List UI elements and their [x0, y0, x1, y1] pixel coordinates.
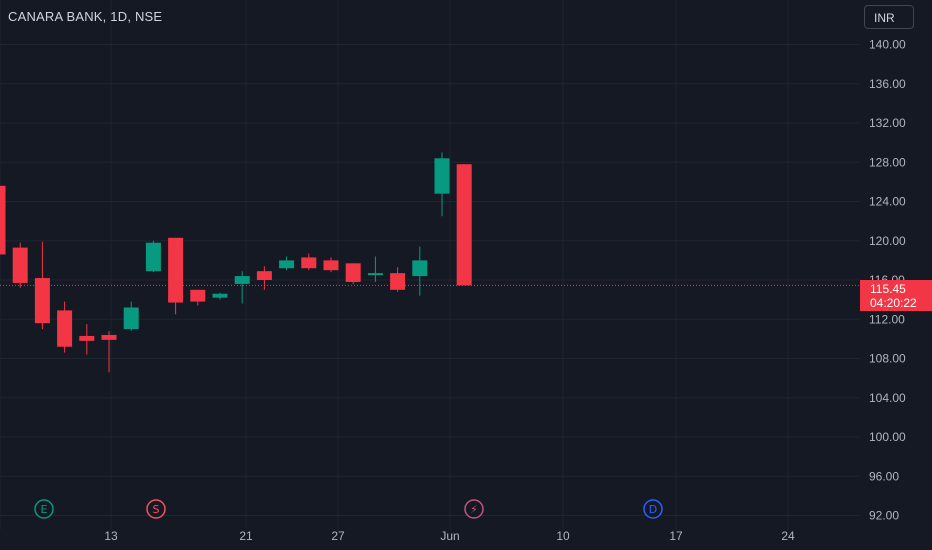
candle-body [412, 260, 428, 277]
y-axis-tick-label: 92.00 [869, 509, 899, 523]
x-axis-tick-label: 24 [781, 529, 795, 543]
candle-body [234, 276, 250, 284]
y-axis-tick-label: 120.00 [869, 234, 906, 248]
y-axis-tick-label: 112.00 [869, 312, 905, 326]
candle-body [34, 278, 50, 324]
y-axis-tick-label: 128.00 [869, 155, 906, 169]
earnings-marker-label: E [41, 503, 48, 516]
candle-body [57, 310, 73, 347]
bar-countdown: 04:20:22 [870, 296, 917, 310]
candle-body [79, 335, 95, 341]
x-axis-tick-label: 27 [331, 529, 345, 543]
x-axis-tick-label: 13 [104, 529, 118, 543]
candle-body [190, 289, 206, 302]
candle-body [434, 158, 450, 194]
candle-body [123, 307, 139, 330]
candle-body [12, 247, 28, 283]
candle-body [279, 260, 295, 269]
split-marker-label: S [153, 503, 160, 516]
y-axis-tick-label: 100.00 [869, 430, 906, 444]
candle-body [168, 237, 184, 303]
chart-title: CANARA BANK, 1D, NSE [8, 9, 163, 24]
split-marker-icon[interactable] [146, 499, 166, 519]
candle-body [212, 293, 228, 298]
x-axis-tick-label: Jun [440, 529, 459, 543]
last-price-value: 115.45 [870, 282, 906, 296]
candle-body [301, 257, 317, 269]
candle-body [390, 273, 406, 290]
earnings-marker-icon[interactable] [34, 499, 54, 519]
candle-body [456, 164, 472, 286]
candle-body [367, 273, 383, 276]
x-axis-tick-label: 17 [669, 529, 683, 543]
news-marker-label: ⚡ [470, 503, 478, 516]
y-axis-tick-label: 140.00 [869, 38, 906, 52]
y-axis-tick-label: 124.00 [869, 195, 906, 209]
candle-body [145, 242, 161, 272]
x-axis-tick-label: 21 [239, 529, 253, 543]
dividend-marker-icon[interactable] [643, 499, 663, 519]
candle-body [101, 334, 117, 340]
dividend-marker-label: D [649, 503, 657, 516]
y-axis-tick-label: 136.00 [869, 77, 906, 91]
news-marker-icon[interactable] [464, 499, 484, 519]
y-axis-tick-label: 104.00 [869, 391, 906, 405]
candle-body [345, 263, 361, 282]
candle-body [323, 260, 339, 271]
candle-body [256, 271, 272, 280]
currency-button[interactable]: INR [864, 5, 914, 29]
y-axis-tick-label: 96.00 [869, 469, 899, 483]
y-axis-tick-label: 108.00 [869, 352, 906, 366]
x-axis-tick-label: 10 [556, 529, 570, 543]
candle-body [0, 185, 6, 255]
y-axis-tick-label: 132.00 [869, 116, 906, 130]
last-price-tag: 115.45 04:20:22 [860, 280, 932, 311]
